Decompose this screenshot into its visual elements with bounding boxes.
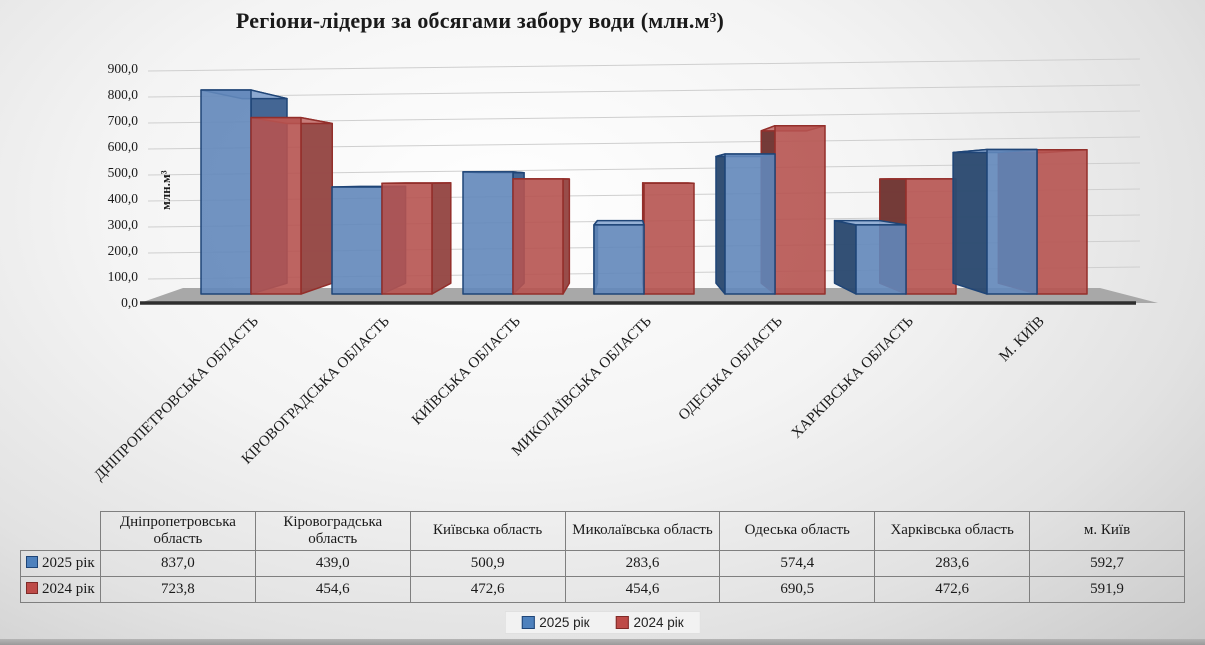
table-cell: 472,6 bbox=[874, 576, 1031, 603]
legend-2024-swatch-icon bbox=[615, 616, 629, 629]
row-label-2025: 2025 рік bbox=[20, 550, 101, 577]
y-tick-label: 500,0 bbox=[108, 165, 139, 180]
table-cell: 439,0 bbox=[254, 550, 411, 577]
bar-2025-3-front bbox=[593, 224, 645, 295]
bar-2024-3-front bbox=[643, 182, 695, 295]
bar-2025-1-front bbox=[331, 186, 383, 295]
x-category-label: М. КИЇВ bbox=[996, 313, 1048, 365]
y-tick-label: 900,0 bbox=[108, 61, 139, 76]
bar-2024-1-side bbox=[431, 182, 452, 295]
chart-title: Регіони-лідери за обсягами забору води (… bbox=[235, 8, 725, 33]
table-cell: 500,9 bbox=[409, 550, 566, 577]
table-corner-cell bbox=[21, 512, 101, 551]
bar-2024-1-front bbox=[381, 182, 433, 295]
bar-2024-5-front bbox=[905, 178, 957, 295]
bar-2025-6-front bbox=[986, 148, 1038, 295]
table-cell: 591,9 bbox=[1029, 576, 1185, 603]
table-cell: 723,8 bbox=[100, 576, 256, 603]
table-cell: 837,0 bbox=[100, 550, 256, 577]
bar-2024-2-front bbox=[512, 178, 564, 295]
chart-legend: 2025 рік 2024 рік bbox=[504, 611, 701, 634]
y-tick-label: 600,0 bbox=[108, 139, 139, 154]
legend-item-2025: 2025 рік bbox=[521, 615, 590, 630]
series-2024-swatch-icon bbox=[26, 582, 38, 594]
y-tick-label: 300,0 bbox=[108, 217, 139, 232]
gridline bbox=[147, 84, 1141, 98]
bar-2025-5-front bbox=[855, 224, 907, 295]
table-header-row: Дніпропетровська область Кіровоградська … bbox=[21, 511, 1185, 551]
bar-2024-2-side bbox=[562, 178, 571, 295]
x-category-label: КИЇВСЬКА ОБЛАСТЬ bbox=[408, 313, 524, 429]
row-label-text: 2025 рік bbox=[42, 555, 95, 571]
bar-2024-4-front bbox=[774, 124, 826, 295]
x-category-label: ОДЕСЬКА ОБЛАСТЬ bbox=[676, 313, 786, 423]
data-table: Дніпропетровська область Кіровоградська … bbox=[20, 511, 1185, 603]
row-label-2024: 2024 рік bbox=[20, 576, 101, 603]
y-tick-label: 100,0 bbox=[108, 269, 139, 284]
bar-2025-5-side bbox=[833, 219, 857, 295]
row-label-text: 2024 рік bbox=[42, 581, 95, 597]
table-cell: 283,6 bbox=[564, 550, 721, 577]
table-col-header: Кіровоградська область bbox=[254, 511, 411, 551]
table-cell: 454,6 bbox=[564, 576, 721, 603]
bar-2025-0-front bbox=[200, 89, 252, 295]
y-tick-label: 400,0 bbox=[108, 191, 139, 206]
x-category-label: ХАРКІВСЬКА ОБЛАСТЬ bbox=[789, 313, 917, 441]
table-cell: 574,4 bbox=[719, 550, 876, 577]
series-2025-swatch-icon bbox=[26, 556, 38, 568]
table-cell: 454,6 bbox=[254, 576, 411, 603]
y-axis-title: млн.м³ bbox=[158, 170, 173, 210]
x-category-label: КІРОВОГРАДСЬКА ОБЛАСТЬ bbox=[239, 313, 393, 467]
x-category-label: МИКОЛАЇВСЬКА ОБЛАСТЬ bbox=[508, 313, 655, 460]
y-tick-label: 0,0 bbox=[121, 295, 138, 310]
table-row-2024: 2024 рік 723,8 454,6 472,6 454,6 690,5 4… bbox=[20, 576, 1185, 603]
y-tick-label: 700,0 bbox=[108, 113, 139, 128]
legend-item-2024: 2024 рік bbox=[615, 615, 684, 630]
legend-label: 2024 рік bbox=[633, 615, 684, 630]
bar-2024-6-front bbox=[1036, 149, 1088, 295]
table-cell: 472,6 bbox=[409, 576, 566, 603]
table-col-header: Київська область bbox=[409, 511, 566, 551]
bar-2025-6-side bbox=[952, 148, 988, 295]
table-col-header: Дніпропетровська область bbox=[100, 511, 256, 551]
table-cell: 690,5 bbox=[719, 576, 876, 603]
y-tick-label: 200,0 bbox=[108, 243, 139, 258]
bar-2024-0-front bbox=[250, 116, 302, 295]
legend-label: 2025 рік bbox=[539, 615, 590, 630]
bar-2025-2-front bbox=[462, 171, 514, 295]
table-row-2025: 2025 рік 837,0 439,0 500,9 283,6 574,4 2… bbox=[20, 550, 1185, 577]
table-cell: 592,7 bbox=[1029, 550, 1185, 577]
table-col-header: Миколаївська область bbox=[564, 511, 721, 551]
bar-2025-4-front bbox=[724, 153, 776, 295]
table-col-header: м. Київ bbox=[1029, 511, 1185, 551]
gridline bbox=[147, 58, 1141, 72]
y-tick-label: 800,0 bbox=[108, 87, 139, 102]
table-col-header: Харківська область bbox=[874, 511, 1031, 551]
x-category-label: ДНІПРОПЕТРОВСЬКА ОБЛАСТЬ bbox=[91, 313, 262, 484]
bar-2024-0-side bbox=[300, 116, 334, 295]
bar-2025-4-side bbox=[715, 153, 726, 295]
table-cell: 283,6 bbox=[874, 550, 1031, 577]
legend-2025-swatch-icon bbox=[521, 616, 535, 629]
table-col-header: Одеська область bbox=[719, 511, 876, 551]
page-bottom-shadow bbox=[0, 639, 1205, 645]
